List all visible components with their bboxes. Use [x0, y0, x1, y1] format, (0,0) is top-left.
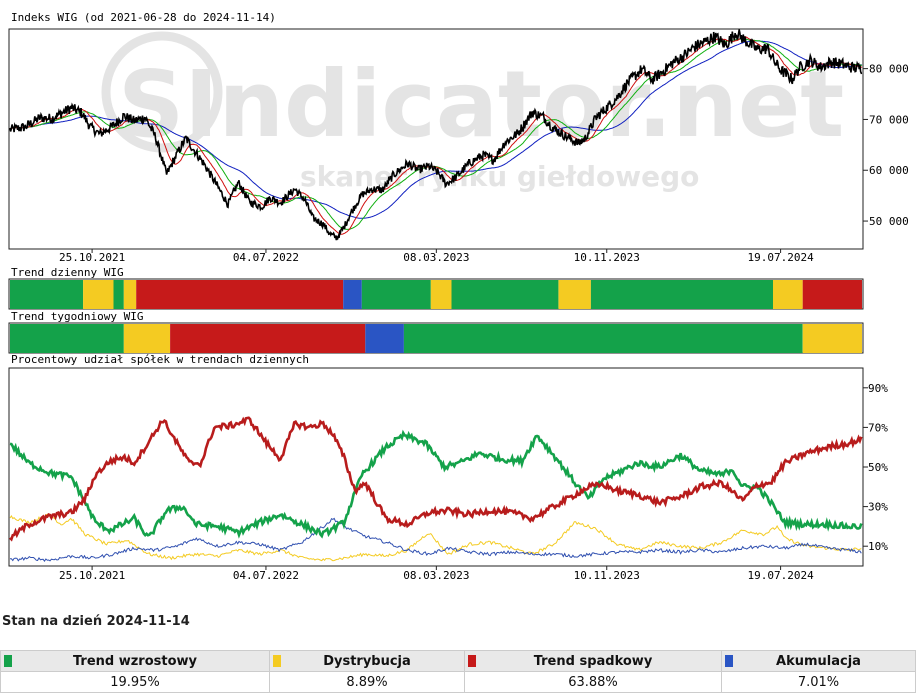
status-value-row: 19.95% 8.89% 63.88% 7.01%	[0, 671, 916, 693]
pct-x-tick-label: 04.07.2022	[233, 569, 299, 582]
daily-trend-segment-down	[136, 280, 344, 309]
pct-series-dist-line	[9, 513, 862, 562]
header-trend-up-label: Trend wzrostowy	[72, 653, 198, 669]
value-trend-up: 19.95%	[0, 671, 270, 693]
status-title: Stan na dzień 2024-11-14	[2, 614, 190, 629]
header-trend-down-label: Trend spadkowy	[533, 653, 653, 669]
pct-y-tick-label: 70%	[868, 421, 888, 434]
main-y-tick-label: 80 000	[869, 63, 909, 76]
daily-trend-segment-up	[10, 280, 84, 309]
pct-y-tick-label: 50%	[868, 461, 888, 474]
pct-y-tick-label: 90%	[868, 382, 888, 395]
header-accumulation-label: Akumulacja	[776, 653, 861, 669]
wig-index-line	[9, 29, 863, 241]
status-header-row: Trend wzrostowy Dystrybucja Trend spadko…	[0, 650, 916, 672]
swatch-dist	[273, 655, 281, 667]
daily-trend-segment-acc	[343, 280, 362, 309]
main-x-tick-label: 25.10.2021	[59, 251, 125, 264]
weekly-trend-segment-up	[403, 324, 803, 353]
main-x-tick-label: 10.11.2023	[574, 251, 640, 264]
daily-trend-segment-dist	[558, 280, 591, 309]
pct-plot-frame	[8, 367, 864, 567]
weekly-trend-segment-down	[170, 324, 366, 353]
main-x-tick-label: 08.03.2023	[403, 251, 469, 264]
wig-trend-charts: SIndicator.net skaner rynku giełdowego In…	[8, 11, 909, 582]
weekly-trend-segment-acc	[365, 324, 404, 353]
pct-x-tick-label: 19.07.2024	[747, 569, 814, 582]
daily-trend-segment-dist	[430, 280, 452, 309]
swatch-acc	[725, 655, 733, 667]
header-trend-down: Trend spadkowy	[464, 650, 722, 672]
daily-trend-segment-dist	[773, 280, 803, 309]
daily-trend-segment-up	[590, 280, 773, 309]
swatch-up	[4, 655, 12, 667]
swatch-down	[468, 655, 476, 667]
pct-y-tick-label: 10%	[868, 540, 888, 553]
daily-trend-title: Trend dzienny WIG	[11, 266, 124, 279]
value-trend-down: 63.88%	[464, 671, 722, 693]
pct-y-tick-label: 30%	[868, 501, 888, 514]
pct-series-acc-line	[10, 517, 862, 562]
daily-trend-segment-dist	[123, 280, 137, 309]
daily-trend-segment-up	[361, 280, 431, 309]
weekly-trend-segment-up	[10, 324, 124, 353]
daily-trend-segment-dist	[83, 280, 114, 309]
pct-series-down-line	[9, 416, 863, 542]
daily-trend-segment-down	[802, 280, 862, 309]
daily-trend-segment-up	[451, 280, 559, 309]
value-distribution: 8.89%	[269, 671, 465, 693]
pct-x-tick-label: 10.11.2023	[574, 569, 640, 582]
watermark-circle	[101, 31, 223, 153]
main-x-tick-label: 04.07.2022	[233, 251, 299, 264]
value-accumulation: 7.01%	[721, 671, 916, 693]
daily-trend-segment-up	[113, 280, 124, 309]
pct-chart-title: Procentowy udział spółek w trendach dzie…	[11, 353, 309, 366]
main-y-tick-label: 70 000	[869, 113, 909, 126]
header-trend-up: Trend wzrostowy	[0, 650, 270, 672]
watermark-subtitle: skaner rynku giełdowego	[300, 160, 699, 193]
pct-x-tick-label: 08.03.2023	[403, 569, 469, 582]
pct-series-up-line	[9, 429, 863, 539]
main-x-tick-label: 19.07.2024	[747, 251, 814, 264]
header-accumulation: Akumulacja	[721, 650, 916, 672]
watermark-text: SIndicator.net	[118, 51, 844, 158]
header-distribution-label: Dystrybucja	[323, 653, 411, 669]
header-distribution: Dystrybucja	[269, 650, 465, 672]
weekly-trend-title: Trend tygodniowy WIG	[11, 310, 143, 323]
main-chart-title: Indeks WIG (od 2021-06-28 do 2024-11-14)	[11, 11, 276, 24]
main-y-tick-label: 50 000	[869, 215, 909, 228]
weekly-trend-segment-dist	[802, 324, 862, 353]
main-y-tick-label: 60 000	[869, 164, 909, 177]
weekly-trend-segment-dist	[123, 324, 170, 353]
status-table: Trend wzrostowy Dystrybucja Trend spadko…	[0, 650, 916, 693]
pct-x-tick-label: 25.10.2021	[59, 569, 125, 582]
